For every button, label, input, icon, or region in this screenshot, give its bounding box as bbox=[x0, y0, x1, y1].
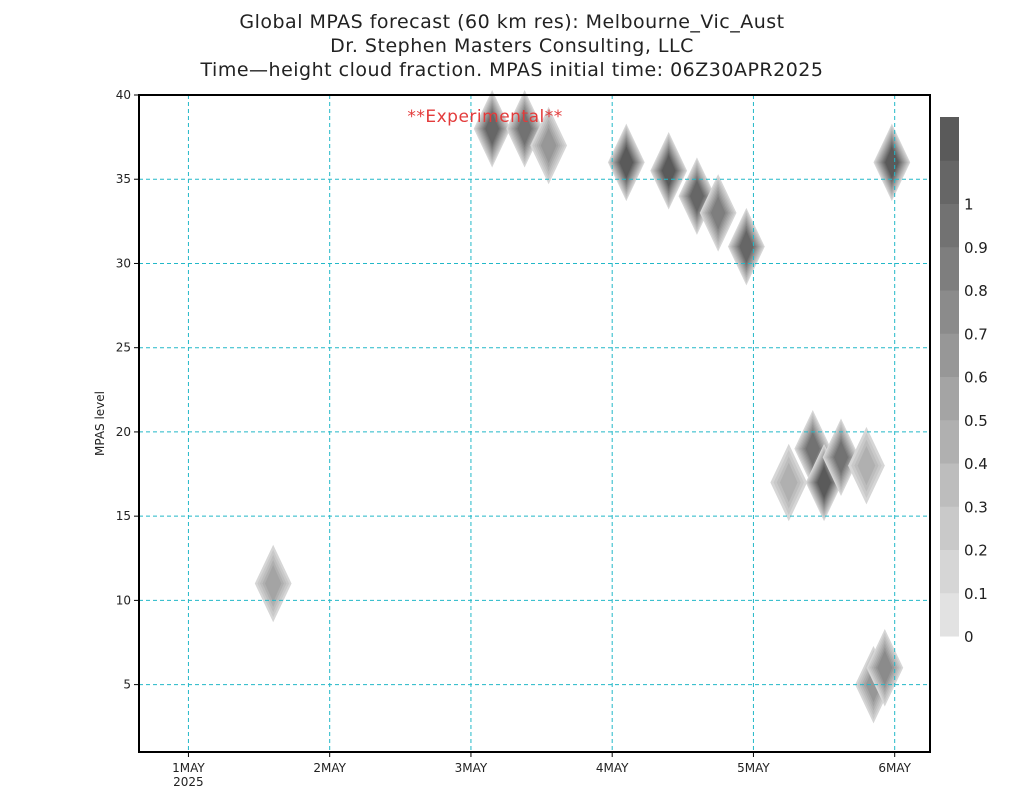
x-tick-label: 2MAY bbox=[313, 761, 346, 775]
cloud-contour bbox=[619, 146, 634, 179]
cloud-contour bbox=[264, 565, 282, 603]
colorbar-tick-label: 0.1 bbox=[964, 585, 988, 603]
cloud-contour bbox=[877, 650, 893, 685]
y-tick-label: 20 bbox=[116, 425, 131, 439]
cloud-contour bbox=[805, 432, 820, 466]
x-tick-label: 3MAY bbox=[455, 761, 488, 775]
colorbar-tick-label: 0.7 bbox=[964, 325, 988, 343]
chart-subtitle: Dr. Stephen Masters Consulting, LLC bbox=[330, 35, 694, 57]
colorbar-tick-label: 0 bbox=[964, 628, 974, 646]
y-tick-label: 15 bbox=[116, 509, 131, 523]
colorbar-swatch bbox=[940, 333, 959, 377]
colorbar: 0 0.1 0.2 0.3 0.4 0.5 0.6 0.7 0.8 0.9 1 bbox=[940, 117, 988, 646]
colorbar-swatch bbox=[940, 160, 959, 204]
colorbar-tick-label: 0.2 bbox=[964, 542, 988, 560]
colorbar-swatch bbox=[940, 463, 959, 507]
cloud-region bbox=[506, 89, 543, 168]
grid-lines bbox=[139, 95, 930, 752]
cloud-contour bbox=[517, 112, 532, 145]
colorbar-tick-label: 0.6 bbox=[964, 369, 988, 387]
cloud-contour bbox=[833, 440, 849, 474]
x-tick-label: 4MAY bbox=[596, 761, 629, 775]
cloud-region bbox=[254, 544, 292, 623]
colorbar-tick-label: 0.8 bbox=[964, 282, 988, 300]
y-tick-label: 25 bbox=[116, 341, 131, 355]
cloud-contour bbox=[710, 196, 726, 230]
cloud-contour bbox=[779, 462, 798, 503]
y-tick-label: 10 bbox=[116, 593, 131, 607]
cloud-contour bbox=[865, 666, 882, 703]
cloud-fraction-fills bbox=[139, 89, 930, 752]
y-tick-label: 30 bbox=[116, 256, 131, 270]
cloud-contour bbox=[485, 112, 500, 145]
colorbar-tick-label: 0.4 bbox=[964, 455, 988, 473]
colorbar-swatch bbox=[940, 592, 959, 637]
cloud-contour bbox=[540, 127, 557, 164]
plot-background bbox=[139, 95, 930, 752]
chart-description: Time—height cloud fraction. MPAS initial… bbox=[200, 59, 824, 81]
y-tick-label: 40 bbox=[116, 88, 131, 102]
x-tick-label: 5MAY bbox=[737, 761, 770, 775]
cloud-contour bbox=[857, 445, 876, 486]
colorbar-tick-label: 0.9 bbox=[964, 239, 988, 257]
cloud-contour bbox=[817, 466, 831, 499]
colorbar-swatch bbox=[940, 203, 959, 248]
colorbar-swatch bbox=[940, 376, 959, 421]
cloud-region bbox=[728, 207, 765, 286]
cloud-contour bbox=[885, 146, 899, 179]
cloud-region bbox=[822, 418, 860, 496]
cloud-region bbox=[607, 123, 645, 202]
colorbar-tick-label: 1 bbox=[964, 196, 974, 214]
colorbar-swatch bbox=[940, 290, 959, 334]
cloud-region bbox=[848, 426, 885, 505]
colorbar-swatch bbox=[940, 246, 959, 291]
colorbar-tick-label: 0.3 bbox=[964, 498, 988, 516]
colorbar-swatch bbox=[940, 419, 959, 464]
colorbar-swatch bbox=[940, 117, 959, 161]
colorbar-tick-label: 0.5 bbox=[964, 412, 988, 430]
cloud-region bbox=[699, 174, 737, 252]
chart-title: Global MPAS forecast (60 km res): Melbou… bbox=[239, 11, 785, 33]
cloud-region bbox=[530, 106, 567, 185]
experimental-annotation: **Experimental** bbox=[407, 107, 562, 127]
x-tick-label: 6MAY bbox=[878, 761, 911, 775]
cloud-region bbox=[770, 443, 808, 522]
cloud-contour bbox=[661, 155, 676, 187]
cloud-contour bbox=[690, 180, 704, 213]
cloud-region bbox=[473, 89, 511, 168]
cloud-region bbox=[650, 132, 688, 210]
x-tick-sublabel: 2025 bbox=[173, 775, 204, 789]
y-tick-label: 5 bbox=[123, 678, 131, 692]
chart-titles: Global MPAS forecast (60 km res): Melbou… bbox=[0, 10, 1024, 82]
colorbar-swatch bbox=[940, 549, 959, 594]
plot-frame bbox=[138, 94, 931, 753]
y-axis-label: MPAS level bbox=[93, 391, 107, 456]
colorbar-swatch bbox=[940, 506, 959, 550]
y-tick-label: 35 bbox=[116, 172, 131, 186]
cloud-contour bbox=[739, 230, 754, 263]
x-tick-label: 1MAY bbox=[172, 761, 205, 775]
cloud-region bbox=[866, 629, 904, 707]
